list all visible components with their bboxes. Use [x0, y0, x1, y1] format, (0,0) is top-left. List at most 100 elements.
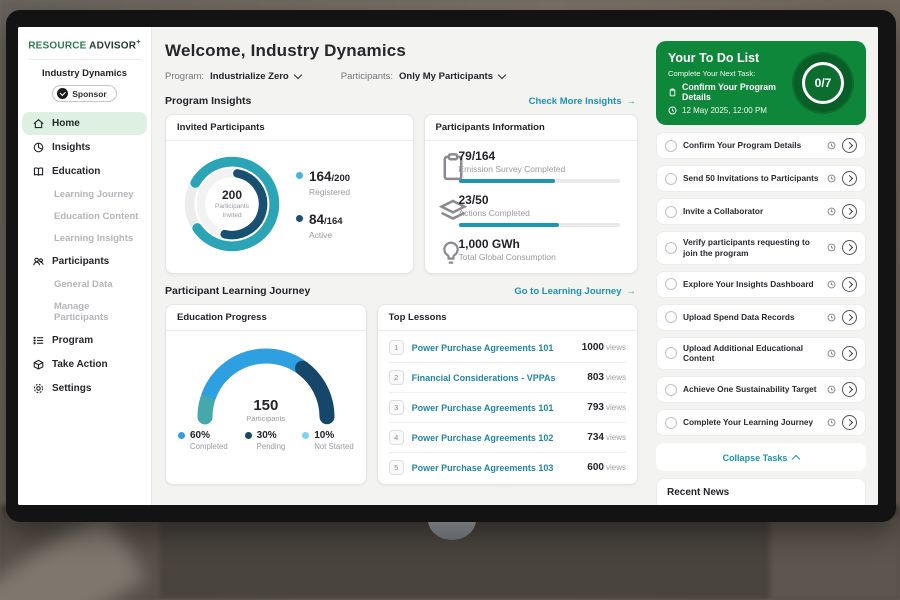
check-more-insights-link[interactable]: Check More Insights → [528, 95, 636, 107]
sidebar-item-home[interactable]: Home [22, 112, 147, 136]
lesson-link[interactable]: Power Purchase Agreements 102 [411, 432, 554, 443]
donut-outer-ring [184, 156, 280, 252]
sponsor-badge[interactable]: Sponsor [52, 85, 117, 103]
sidebar-item-learning-insights[interactable]: Learning Insights [18, 228, 151, 249]
clock-icon [827, 385, 836, 394]
task-open-button[interactable] [842, 345, 857, 361]
progress-bar [458, 223, 620, 227]
task-checkbox[interactable] [665, 347, 677, 360]
sidebar-item-education-content[interactable]: Education Content [18, 206, 151, 227]
task-checkbox[interactable] [665, 311, 677, 324]
lesson-link[interactable]: Power Purchase Agreements 101 [411, 402, 554, 413]
background-desk-right [770, 515, 900, 600]
lesson-row: 4 Power Purchase Agreements 102 734 views [388, 423, 626, 453]
section-title-program-insights: Program Insights [165, 95, 252, 107]
monitor-bezel: RESOURCE ADVISOR+ Industry Dynamics Spon… [6, 10, 896, 522]
task-open-button[interactable] [842, 204, 857, 219]
lesson-row: 3 Power Purchase Agreements 101 793 views [388, 393, 626, 423]
task-open-button[interactable] [842, 171, 857, 186]
task-open-button[interactable] [842, 138, 857, 153]
legend-dot [178, 432, 185, 439]
task-open-button[interactable] [842, 309, 857, 325]
task-checkbox[interactable] [665, 241, 677, 254]
invited-participants-card: Invited Participants [165, 114, 414, 274]
sidebar-item-general-data[interactable]: General Data [18, 274, 151, 295]
sidebar-item-label: Education Content [54, 211, 139, 223]
chevron-down-icon [293, 70, 302, 80]
gear-icon [32, 382, 45, 395]
task-row: Invite a Collaborator [656, 198, 866, 225]
program-select[interactable]: Industrialize Zero [210, 70, 302, 82]
clock-icon [827, 174, 836, 183]
participants-filter-label: Participants: [340, 71, 394, 82]
section-title-learning-journey: Participant Learning Journey [165, 285, 311, 297]
sidebar-item-learning-journey[interactable]: Learning Journey [18, 184, 151, 205]
program-select-value: Industrialize Zero [210, 71, 289, 82]
sidebar-item-take-action[interactable]: Take Action [18, 353, 151, 376]
participants-select[interactable]: Only My Participants [399, 70, 507, 82]
task-row: Verify participants requesting to join t… [656, 231, 866, 265]
legend-dot [296, 172, 303, 179]
sidebar: RESOURCE ADVISOR+ Industry Dynamics Spon… [18, 27, 152, 505]
lesson-rank: 1 [388, 340, 404, 355]
card-title: Invited Participants [166, 115, 413, 141]
donut-center-value: 200 [221, 187, 243, 202]
donut-inner-ring [196, 168, 268, 240]
sidebar-item-label: Take Action [52, 359, 108, 371]
sidebar-item-settings[interactable]: Settings [18, 377, 151, 400]
gauge-center-label: Participants [246, 414, 286, 423]
participants-filter: Participants: Only My Participants [340, 70, 507, 82]
task-open-button[interactable] [842, 240, 857, 256]
task-row: Upload Spend Data Records [656, 303, 866, 331]
legend-dot [296, 215, 303, 222]
task-open-button[interactable] [842, 382, 857, 398]
participants-information-card: Participants Information 79/164 Emission… [423, 114, 638, 274]
chevron-right-icon [845, 207, 853, 216]
legend-item-not-started: 10% Not Started [302, 430, 354, 451]
chevron-right-icon [845, 280, 853, 288]
clock-icon [827, 207, 836, 216]
invited-participants-donut: 200 Participants Invited [178, 150, 286, 258]
task-checkbox[interactable] [665, 278, 677, 291]
chevron-right-icon [845, 174, 853, 183]
legend-dot [244, 432, 252, 439]
sidebar-item-insights[interactable]: Insights [18, 136, 151, 159]
sidebar-item-label: Participants [52, 256, 110, 268]
sponsor-badge-label: Sponsor [72, 88, 107, 99]
sidebar-item-label: Settings [52, 383, 92, 395]
sidebar-item-program[interactable]: Program [18, 329, 151, 352]
task-checkbox[interactable] [665, 172, 677, 185]
lesson-link[interactable]: Financial Considerations - VPPAs [411, 372, 556, 383]
lesson-row: 1 Power Purchase Agreements 101 1000 view… [388, 333, 626, 363]
task-checkbox[interactable] [665, 416, 677, 429]
chevron-right-icon [845, 141, 853, 150]
sidebar-item-participants[interactable]: Participants [18, 250, 151, 273]
task-open-button[interactable] [842, 415, 857, 431]
clipboard-icon [668, 88, 677, 97]
gauge-seg-pending [197, 348, 335, 425]
page-title: Welcome, Industry Dynamics [165, 41, 407, 60]
clock-icon [827, 349, 836, 358]
task-checkbox[interactable] [665, 205, 677, 218]
task-checkbox[interactable] [665, 139, 677, 152]
sidebar-item-manage-participants[interactable]: Manage Participants [18, 296, 151, 328]
todo-subtitle: Complete Your Next Task: [668, 69, 756, 78]
chevron-right-icon [845, 349, 853, 357]
sidebar-item-label: Manage Participants [54, 301, 109, 324]
clock-icon [827, 280, 836, 289]
collapse-tasks-link[interactable]: Collapse Tasks [723, 453, 801, 464]
sidebar-divider [28, 59, 141, 61]
logo-text-secondary: ADVISOR [86, 40, 137, 52]
go-to-learning-journey-link[interactable]: Go to Learning Journey → [514, 285, 636, 297]
sidebar-item-education[interactable]: Education [18, 160, 151, 183]
legend-item-active: 84/164 Active [296, 211, 350, 240]
legend-item-pending: 30% Pending [244, 430, 285, 451]
task-open-button[interactable] [842, 276, 857, 292]
lesson-link[interactable]: Power Purchase Agreements 101 [411, 342, 554, 353]
task-list: Confirm Your Program Details Send 50 Inv… [656, 132, 866, 437]
lesson-link[interactable]: Power Purchase Agreements 103 [411, 462, 554, 473]
task-checkbox[interactable] [665, 383, 677, 396]
task-row: Confirm Your Program Details [656, 132, 866, 159]
sidebar-item-label: Program [52, 335, 94, 347]
todo-progress-count: 0/7 [814, 76, 832, 90]
